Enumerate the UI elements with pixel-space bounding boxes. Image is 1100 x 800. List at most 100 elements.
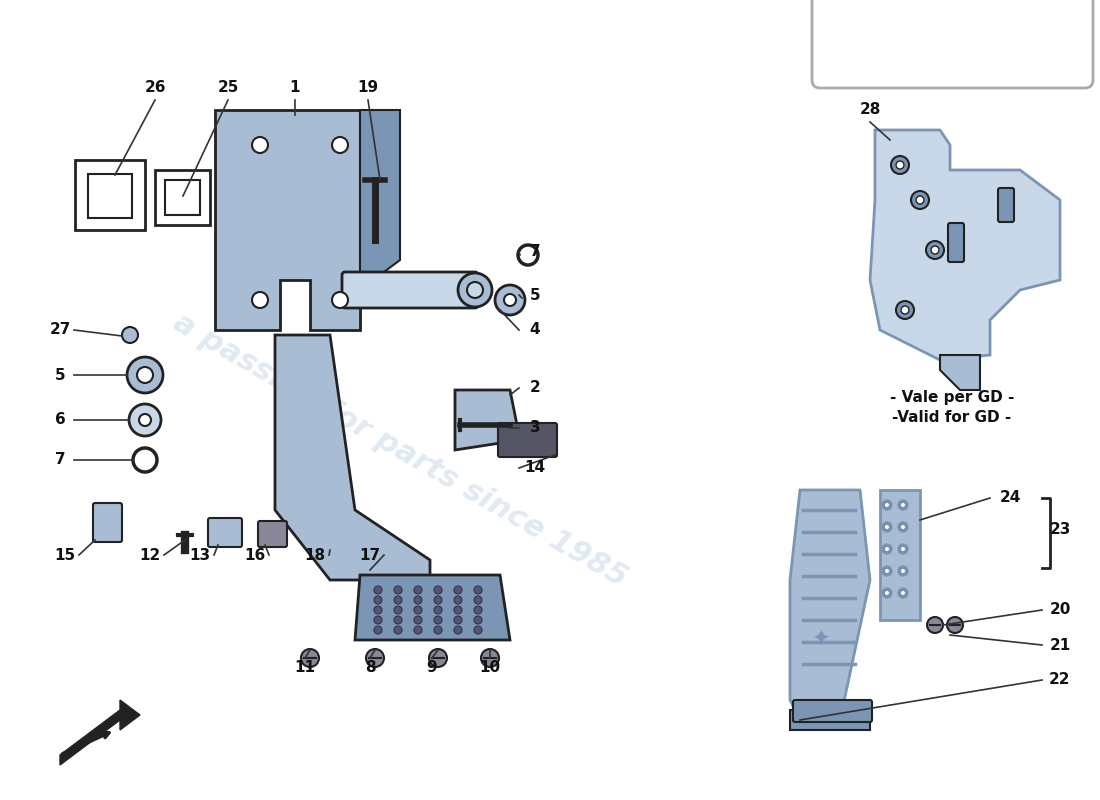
Circle shape bbox=[901, 569, 905, 573]
Circle shape bbox=[454, 586, 462, 594]
Circle shape bbox=[139, 414, 151, 426]
Circle shape bbox=[374, 616, 382, 624]
Circle shape bbox=[332, 137, 348, 153]
FancyBboxPatch shape bbox=[165, 180, 200, 215]
Circle shape bbox=[301, 649, 319, 667]
Circle shape bbox=[504, 294, 516, 306]
Circle shape bbox=[434, 616, 442, 624]
Text: 2: 2 bbox=[529, 381, 540, 395]
FancyBboxPatch shape bbox=[793, 700, 872, 722]
Circle shape bbox=[394, 596, 402, 604]
Circle shape bbox=[252, 292, 268, 308]
Polygon shape bbox=[275, 335, 430, 580]
Text: 25: 25 bbox=[218, 81, 239, 95]
Circle shape bbox=[434, 626, 442, 634]
Polygon shape bbox=[455, 390, 520, 450]
Polygon shape bbox=[355, 575, 510, 640]
Circle shape bbox=[414, 606, 422, 614]
Text: 8: 8 bbox=[365, 661, 375, 675]
Polygon shape bbox=[214, 110, 360, 330]
Circle shape bbox=[454, 606, 462, 614]
FancyBboxPatch shape bbox=[498, 423, 557, 457]
Circle shape bbox=[882, 522, 892, 532]
Circle shape bbox=[474, 586, 482, 594]
Circle shape bbox=[896, 301, 914, 319]
Circle shape bbox=[882, 566, 892, 576]
Circle shape bbox=[332, 292, 348, 308]
Circle shape bbox=[931, 246, 939, 254]
Circle shape bbox=[901, 503, 905, 507]
Circle shape bbox=[901, 306, 909, 314]
Circle shape bbox=[898, 566, 907, 576]
Circle shape bbox=[495, 285, 525, 315]
Circle shape bbox=[374, 586, 382, 594]
Text: a passion for parts since 1985: a passion for parts since 1985 bbox=[168, 307, 632, 593]
Circle shape bbox=[434, 596, 442, 604]
Circle shape bbox=[374, 626, 382, 634]
Circle shape bbox=[481, 649, 499, 667]
Circle shape bbox=[468, 282, 483, 298]
Polygon shape bbox=[870, 130, 1060, 360]
Circle shape bbox=[414, 616, 422, 624]
Circle shape bbox=[394, 626, 402, 634]
Circle shape bbox=[916, 196, 924, 204]
Polygon shape bbox=[790, 710, 870, 730]
Polygon shape bbox=[60, 700, 140, 765]
Circle shape bbox=[414, 626, 422, 634]
FancyBboxPatch shape bbox=[790, 250, 1085, 480]
Text: 20: 20 bbox=[1049, 602, 1070, 618]
Circle shape bbox=[886, 547, 889, 551]
Circle shape bbox=[882, 588, 892, 598]
Polygon shape bbox=[880, 490, 920, 620]
Text: 24: 24 bbox=[999, 490, 1021, 506]
Circle shape bbox=[394, 586, 402, 594]
Text: 7: 7 bbox=[55, 453, 65, 467]
Circle shape bbox=[886, 569, 889, 573]
Circle shape bbox=[926, 241, 944, 259]
Text: 28: 28 bbox=[859, 102, 881, 118]
Text: - Vale per GD -: - Vale per GD - bbox=[890, 390, 1014, 405]
Text: 4: 4 bbox=[530, 322, 540, 338]
Polygon shape bbox=[940, 355, 980, 390]
Circle shape bbox=[898, 500, 907, 510]
Circle shape bbox=[927, 617, 943, 633]
Circle shape bbox=[366, 649, 384, 667]
Circle shape bbox=[947, 617, 962, 633]
FancyBboxPatch shape bbox=[208, 518, 242, 547]
FancyBboxPatch shape bbox=[342, 272, 478, 308]
FancyBboxPatch shape bbox=[998, 188, 1014, 222]
Text: 3: 3 bbox=[530, 421, 540, 435]
FancyBboxPatch shape bbox=[948, 223, 964, 262]
Text: 13: 13 bbox=[189, 547, 210, 562]
Circle shape bbox=[901, 591, 905, 595]
Circle shape bbox=[138, 367, 153, 383]
Text: 1: 1 bbox=[289, 81, 300, 95]
Text: 12: 12 bbox=[140, 547, 161, 562]
Text: 17: 17 bbox=[360, 547, 381, 562]
Circle shape bbox=[898, 522, 907, 532]
Circle shape bbox=[886, 591, 889, 595]
Text: 15: 15 bbox=[54, 547, 76, 562]
Text: 19: 19 bbox=[358, 81, 378, 95]
Circle shape bbox=[474, 616, 482, 624]
Circle shape bbox=[374, 606, 382, 614]
Circle shape bbox=[901, 547, 905, 551]
Text: 21: 21 bbox=[1049, 638, 1070, 653]
Polygon shape bbox=[360, 110, 400, 290]
Circle shape bbox=[911, 191, 930, 209]
Text: 26: 26 bbox=[144, 81, 166, 95]
Text: 5: 5 bbox=[55, 367, 65, 382]
Circle shape bbox=[896, 161, 904, 169]
Text: 9: 9 bbox=[427, 661, 438, 675]
Text: 10: 10 bbox=[480, 661, 501, 675]
Circle shape bbox=[434, 606, 442, 614]
Circle shape bbox=[429, 649, 447, 667]
FancyBboxPatch shape bbox=[812, 0, 1093, 88]
Polygon shape bbox=[790, 490, 870, 720]
Text: ✦: ✦ bbox=[811, 630, 829, 650]
Circle shape bbox=[129, 404, 161, 436]
Circle shape bbox=[252, 137, 268, 153]
Circle shape bbox=[414, 586, 422, 594]
Circle shape bbox=[394, 606, 402, 614]
Circle shape bbox=[434, 586, 442, 594]
